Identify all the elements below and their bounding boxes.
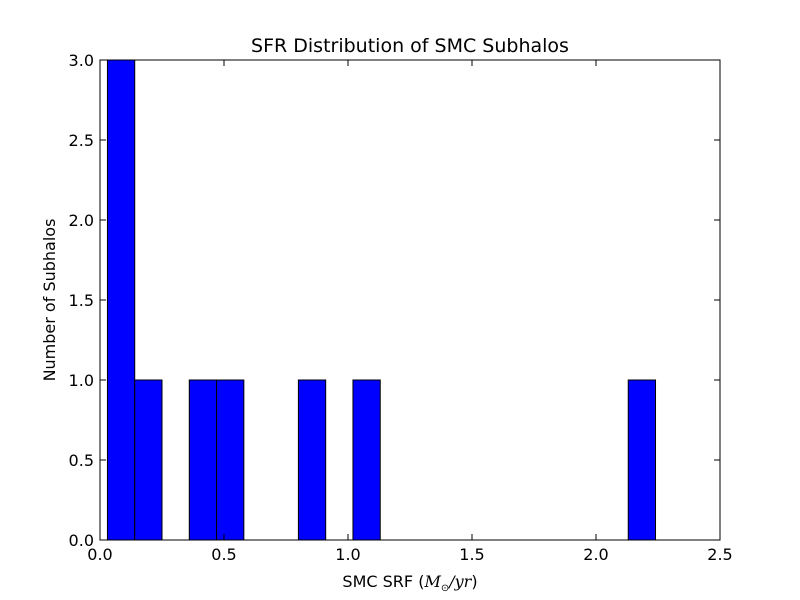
y-tick-label-6: 3.0 bbox=[69, 51, 94, 70]
x-tick-label-2: 1.0 bbox=[335, 545, 360, 564]
histogram-bar-2 bbox=[188, 379, 218, 541]
y-tick-label-0: 0.0 bbox=[69, 531, 94, 550]
x-axis-label-math: M bbox=[423, 572, 441, 591]
x-tick-label-0: 0.0 bbox=[87, 545, 112, 564]
histogram-bar-0 bbox=[106, 59, 136, 541]
x-axis-label: SMC SRF (M⊙/yr) bbox=[342, 572, 477, 594]
x-tick-label-1: 0.5 bbox=[211, 545, 236, 564]
x-tick-label-5: 2.5 bbox=[707, 545, 732, 564]
y-tick-label-4: 2.0 bbox=[69, 211, 94, 230]
y-tick-label-1: 0.5 bbox=[69, 451, 94, 470]
histogram-bar-4 bbox=[297, 379, 327, 541]
histogram-bar-5 bbox=[352, 379, 381, 541]
y-tick-label-3: 1.5 bbox=[69, 291, 94, 310]
x-tick-label-4: 2.0 bbox=[583, 545, 608, 564]
y-tick-label-5: 2.5 bbox=[69, 131, 94, 150]
x-axis-label-prefix: SMC SRF ( bbox=[342, 572, 424, 591]
y-axis-label: Number of Subhalos bbox=[40, 219, 59, 382]
histogram-bar-3 bbox=[216, 379, 245, 541]
x-axis-label-unit: /yr bbox=[447, 572, 472, 591]
plot-frame bbox=[99, 59, 721, 541]
histogram-bars bbox=[106, 59, 657, 541]
axis-tick-labels: 0.0 0.5 1.0 1.5 2.0 2.5 0.0 0.5 1.0 1.5 2.0 2.5 3.0 bbox=[69, 51, 733, 564]
histogram-bar-1 bbox=[134, 379, 163, 541]
x-tick-label-3: 1.5 bbox=[459, 545, 484, 564]
chart-title: SFR Distribution of SMC Subhalos bbox=[251, 35, 569, 57]
y-tick-label-2: 1.0 bbox=[69, 371, 94, 390]
histogram-bar-6 bbox=[627, 379, 657, 541]
x-axis-label-suffix: ) bbox=[471, 572, 477, 591]
x-axis-label-subscript: ⊙ bbox=[441, 583, 449, 594]
